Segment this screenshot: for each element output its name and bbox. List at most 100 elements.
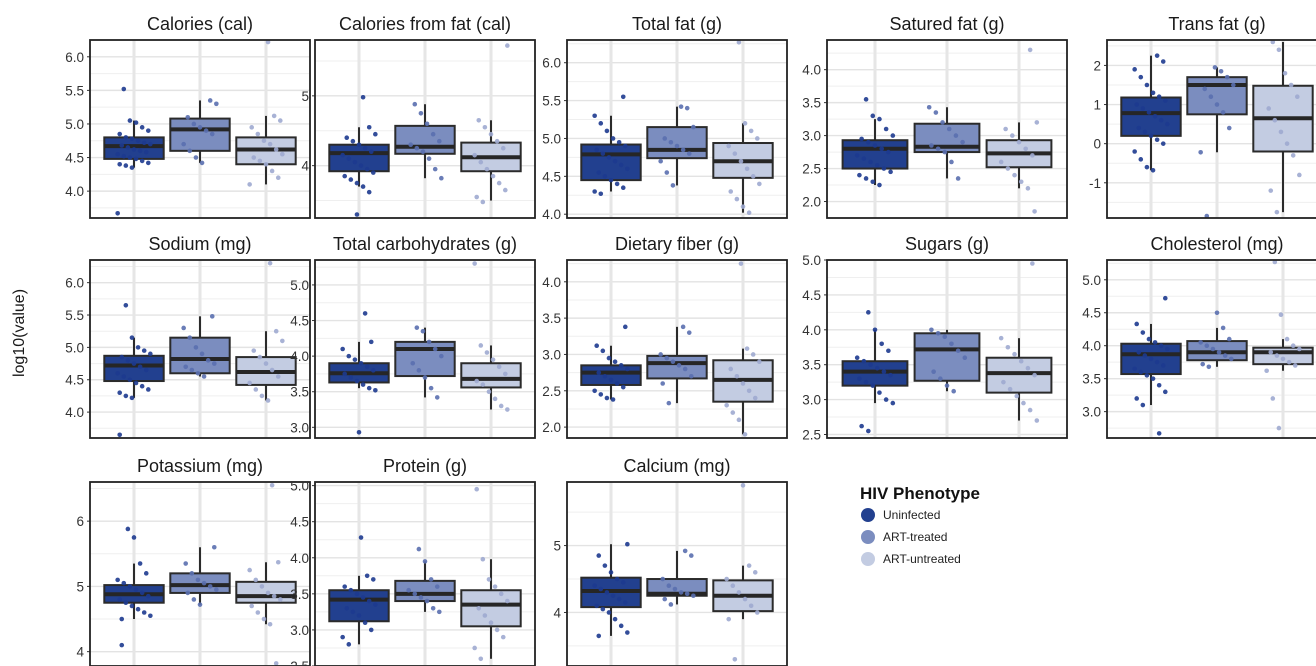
data-point	[439, 353, 444, 359]
box-group-uninfected	[103, 303, 165, 438]
data-point	[428, 577, 434, 582]
data-point	[193, 155, 199, 160]
y-tick-label: 5.0	[65, 117, 84, 132]
data-point	[412, 591, 418, 597]
data-point	[137, 364, 143, 370]
y-tick-label: 4	[553, 605, 561, 620]
data-point	[123, 163, 129, 168]
plot-area	[827, 40, 1067, 218]
data-point	[881, 369, 887, 374]
data-point	[482, 124, 488, 130]
data-point	[616, 596, 622, 602]
data-point	[370, 577, 376, 582]
data-point	[183, 364, 189, 370]
panel-title: Cholesterol (mg)	[1150, 234, 1283, 254]
data-point	[870, 383, 876, 388]
data-point	[426, 156, 432, 161]
data-point	[863, 176, 869, 181]
y-tick-label: 2.0	[802, 195, 821, 210]
data-point	[1142, 129, 1148, 135]
data-point	[1030, 153, 1035, 158]
data-point	[500, 145, 506, 151]
data-point	[214, 587, 219, 592]
data-point	[750, 174, 756, 179]
box	[646, 354, 708, 380]
data-point	[432, 346, 438, 352]
data-point	[933, 110, 939, 115]
data-point	[249, 603, 255, 609]
data-point	[436, 609, 442, 615]
data-point	[1272, 260, 1278, 265]
data-point	[1276, 47, 1282, 53]
box-group-art-untreated	[235, 482, 297, 666]
data-point	[119, 616, 125, 622]
box-group-uninfected	[328, 94, 390, 217]
data-point	[139, 125, 145, 130]
y-axis-label: log10(value)	[11, 289, 28, 377]
data-point	[474, 486, 480, 492]
y-tick-label: 4.5	[290, 515, 309, 530]
data-point	[678, 104, 684, 109]
y-tick-label: 4	[76, 645, 84, 660]
panel: Satured fat (g) 2.0 2.5 3.0 3.5 4.0	[802, 14, 1068, 219]
data-point	[955, 348, 961, 354]
data-point	[606, 610, 612, 615]
y-tick-label: 5.5	[65, 308, 84, 323]
box	[646, 126, 708, 160]
y-tick-label: 4.5	[65, 373, 84, 388]
data-point	[1270, 40, 1276, 45]
data-point	[868, 159, 873, 165]
box-group-uninfected	[580, 94, 642, 197]
data-point	[742, 596, 748, 602]
box-group-art-untreated	[460, 43, 522, 205]
data-point	[1165, 121, 1170, 127]
data-point	[137, 561, 143, 566]
box-group-art-treated	[169, 314, 231, 379]
y-tick-label: 4.0	[65, 184, 84, 199]
data-point	[1156, 431, 1162, 436]
data-point	[263, 361, 269, 366]
data-point	[476, 117, 482, 123]
data-point	[412, 101, 418, 107]
data-point	[872, 143, 878, 148]
y-tick-label: 3.0	[802, 393, 821, 408]
plot-area	[1107, 260, 1316, 438]
data-point	[1212, 65, 1218, 70]
data-point	[127, 118, 133, 123]
data-point	[115, 210, 120, 216]
data-point	[678, 590, 684, 595]
data-point	[145, 160, 151, 166]
data-point	[496, 364, 502, 370]
data-point	[145, 593, 151, 599]
data-point	[480, 556, 486, 562]
y-tick-label: 2.5	[542, 384, 561, 399]
data-point	[740, 204, 746, 209]
data-point	[1274, 353, 1280, 358]
data-point	[364, 166, 370, 172]
panel-border	[89, 39, 311, 219]
data-point	[1140, 106, 1146, 111]
y-tick-label: 6.0	[542, 56, 561, 71]
panel: Calories (cal) 4.0 4.5 5.0 5.5 6.0	[65, 14, 311, 219]
data-point	[857, 172, 862, 178]
data-point	[269, 168, 275, 174]
y-tick-label: 4.5	[65, 151, 84, 166]
data-point	[1138, 369, 1144, 375]
data-point	[117, 432, 123, 438]
data-point	[1266, 106, 1272, 111]
data-point	[625, 166, 630, 172]
data-point	[738, 158, 744, 164]
data-point	[267, 260, 273, 266]
data-point	[1030, 261, 1035, 266]
y-tick-label: 1	[1093, 98, 1101, 113]
data-point	[1144, 373, 1150, 378]
box-group-uninfected	[841, 97, 909, 188]
data-point	[1282, 70, 1288, 76]
data-point	[267, 621, 273, 627]
data-point	[131, 361, 137, 366]
data-point	[420, 149, 426, 154]
data-point	[478, 343, 484, 348]
legend: HIV Phenotype Uninfected ART-treated ART-u…	[860, 484, 980, 566]
data-point	[600, 151, 606, 156]
legend-key-art-treated	[861, 530, 875, 544]
